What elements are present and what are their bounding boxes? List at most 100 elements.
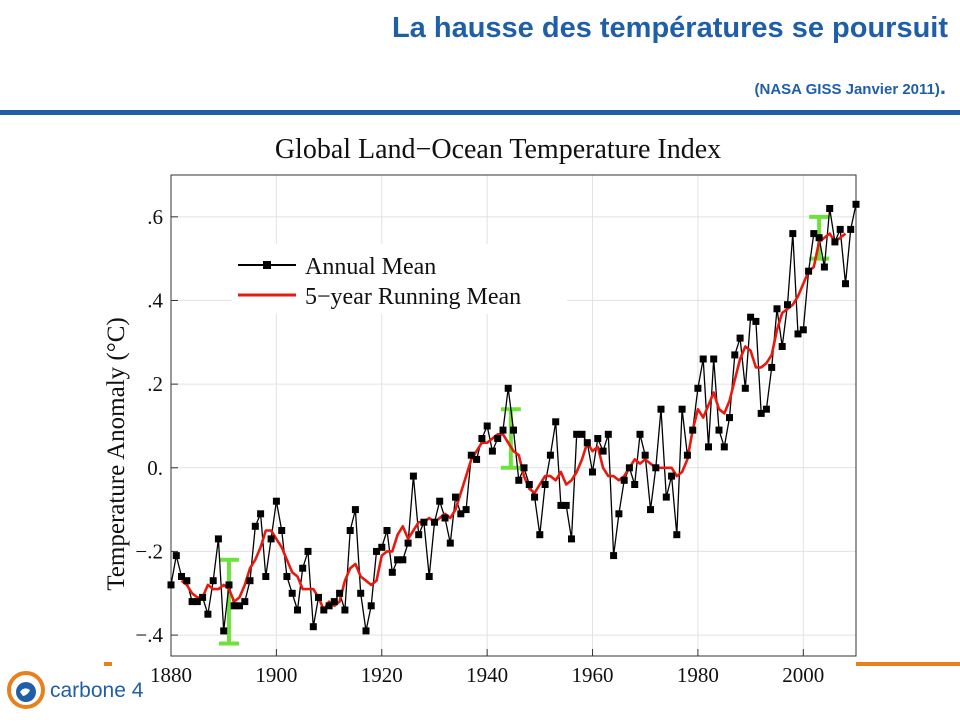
annual-mean-point: [467, 451, 475, 459]
annual-mean-point: [346, 527, 354, 534]
x-tick-label: 1980: [677, 663, 719, 687]
annual-mean-point: [367, 602, 375, 610]
annual-mean-point: [604, 430, 612, 438]
annual-mean-point: [536, 531, 544, 539]
x-tick-label: 1920: [361, 663, 403, 687]
annual-mean-point: [610, 552, 618, 560]
annual-mean-point: [531, 493, 539, 501]
annual-mean-point: [409, 472, 417, 480]
annual-mean-point: [568, 535, 575, 543]
y-axis-label: Temperature Anomaly (°C): [103, 317, 130, 590]
annual-mean-point: [741, 384, 749, 392]
annual-mean-point: [294, 606, 301, 614]
annual-mean-point: [520, 464, 528, 472]
annual-mean-point: [842, 280, 849, 288]
annual-mean-point: [641, 451, 649, 459]
annual-mean-point: [799, 326, 807, 334]
annual-mean-point: [325, 602, 333, 610]
annual-mean-point: [678, 405, 686, 413]
annual-mean-point: [710, 355, 718, 363]
annual-mean-point: [752, 317, 760, 325]
annual-mean-point: [636, 430, 644, 438]
annual-mean-point: [699, 355, 707, 363]
annual-mean-point: [336, 589, 344, 597]
annual-mean-point: [773, 305, 781, 313]
legend-box: [232, 244, 567, 314]
annual-mean-point: [652, 464, 660, 472]
annual-mean-point: [573, 430, 581, 438]
x-tick-label: 1880: [150, 663, 192, 687]
y-tick-label: −.2: [135, 539, 163, 563]
chart-title: Global Land−Ocean Temperature Index: [275, 134, 721, 165]
temperature-chart: 1880 1900 1920 1940 1960 1980 2000 −.4 −.2 0. .2 .4…: [96, 124, 866, 720]
slide-subtitle: (NASA GISS Janvier 2011).: [755, 74, 947, 100]
annual-mean-point: [794, 330, 802, 338]
annual-mean-point: [351, 506, 359, 514]
carbone4-logo: carbone 4: [4, 668, 154, 714]
annual-mean-point: [394, 556, 402, 564]
annual-mean-point: [847, 225, 855, 233]
annual-mean-point: [167, 581, 175, 589]
annual-mean-point: [583, 439, 591, 447]
annual-mean-point: [457, 510, 465, 518]
annual-mean-point: [831, 238, 839, 246]
plot-frame: [170, 174, 857, 657]
series-layer: [167, 200, 860, 635]
x-tick-label: 1960: [572, 663, 614, 687]
annual-mean-point: [204, 610, 212, 618]
y-tick-label: 0.: [147, 456, 163, 480]
annual-mean-point: [483, 422, 491, 430]
annual-mean-point: [720, 443, 728, 451]
subtitle-source: (NASA GISS Janvier 2011): [754, 81, 940, 98]
annual-mean-point: [784, 301, 791, 309]
annual-mean-point: [178, 573, 185, 580]
subtitle-dot: .: [939, 74, 946, 99]
footer-rule-right: [856, 662, 960, 666]
annual-mean-point: [552, 418, 560, 426]
annual-mean-point: [446, 539, 454, 547]
annual-mean-point: [341, 606, 349, 614]
annual-mean-point: [373, 547, 380, 555]
legend-annual-label: Annual Mean: [305, 254, 436, 280]
annual-mean-point: [631, 481, 639, 488]
footer-rule-left: [104, 662, 112, 666]
globe-swirl-icon: [7, 671, 45, 709]
annual-mean-point: [462, 506, 470, 514]
annual-mean-point: [272, 497, 280, 505]
annual-mean-point: [431, 518, 438, 526]
annual-mean-point: [826, 205, 834, 212]
y-tick-label: .2: [147, 372, 163, 396]
annual-mean-point: [562, 501, 570, 509]
annual-mean-point: [404, 539, 412, 547]
annual-mean-point: [589, 468, 596, 476]
annual-mean-point: [578, 430, 586, 438]
annual-mean-point: [383, 527, 391, 534]
annual-mean-point: [320, 606, 328, 614]
annual-mean-point: [747, 313, 755, 321]
annual-mean-point: [762, 405, 770, 413]
annual-mean-point: [615, 510, 623, 518]
annual-mean-point: [420, 518, 428, 526]
y-tick-label: .4: [147, 288, 163, 312]
annual-mean-point: [251, 522, 259, 530]
annual-mean-point: [657, 405, 665, 413]
annual-mean-point: [452, 493, 459, 501]
annual-mean-point: [757, 409, 765, 417]
annual-mean-point: [647, 506, 654, 514]
annual-mean-point: [726, 414, 733, 422]
annual-mean-point: [504, 384, 512, 392]
annual-mean-point: [768, 363, 776, 371]
annual-mean-point: [689, 426, 697, 434]
annual-mean-point: [810, 230, 818, 238]
annual-mean-point: [473, 455, 481, 463]
annual-mean-point: [257, 510, 265, 518]
annual-mean-point: [694, 384, 702, 392]
annual-mean-point: [705, 443, 712, 451]
annual-mean-point: [330, 598, 338, 606]
annual-mean-point: [172, 552, 180, 560]
running-mean-line: [180, 232, 847, 612]
annual-mean-point: [668, 472, 676, 480]
annual-mean-point: [478, 435, 486, 442]
x-tick-label: 1940: [466, 663, 508, 687]
annual-mean-point: [789, 230, 797, 238]
